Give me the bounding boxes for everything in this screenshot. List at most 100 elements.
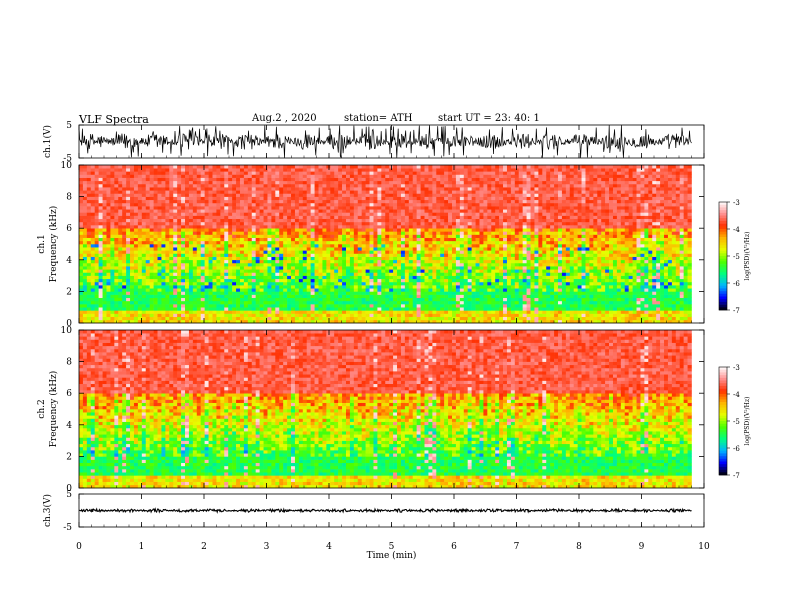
spectrogram-cell xyxy=(385,278,390,283)
spectrogram-cell xyxy=(428,297,433,302)
spectrogram-cell xyxy=(126,285,131,289)
spectrogram-cell xyxy=(424,231,429,235)
spectrogram-cell xyxy=(259,247,264,251)
spectrogram-cell xyxy=(397,294,402,299)
spectrogram-cell xyxy=(255,259,260,264)
spectrogram-cell xyxy=(420,291,425,295)
spectrogram-cell xyxy=(263,316,268,321)
spectrogram-cell xyxy=(385,180,390,185)
spectrogram-cell xyxy=(126,244,131,248)
spectrogram-cell xyxy=(294,310,300,314)
spectrogram-cell xyxy=(169,294,174,299)
spectrogram-cell xyxy=(192,250,198,254)
spectrogram-cell xyxy=(428,196,433,201)
spectrogram-cell xyxy=(173,228,178,232)
spectrogram-cell xyxy=(428,187,433,191)
spectrogram-cell xyxy=(173,237,178,242)
spectrogram-cell xyxy=(436,281,441,286)
spectrogram-cell xyxy=(94,316,99,321)
spectrogram-cell xyxy=(330,250,335,254)
spectrogram-cell xyxy=(243,266,249,270)
spectrogram-cell xyxy=(298,199,304,204)
spectrogram-cell xyxy=(283,319,288,324)
spectrogram-cell xyxy=(408,319,414,324)
spectrogram-cell xyxy=(345,294,351,299)
spectrogram-cell xyxy=(110,307,115,311)
spectrogram-cell xyxy=(98,266,103,270)
spectrogram-cell xyxy=(291,206,296,210)
spectrogram-cell xyxy=(271,225,276,229)
spectrogram-cell xyxy=(424,209,429,213)
spectrogram-cell xyxy=(397,174,402,178)
spectrogram-cell xyxy=(463,288,469,292)
spectrogram-cell xyxy=(224,272,229,276)
spectrogram-cell xyxy=(436,275,441,280)
spectrogram-cell xyxy=(361,294,366,299)
spectrogram-cell xyxy=(298,253,304,257)
spectrogram-cell xyxy=(424,180,429,185)
spectrogram-cell xyxy=(204,316,209,321)
spectrogram-cell xyxy=(185,297,190,302)
spectrogram-cell xyxy=(302,218,308,223)
spectrogram-cell xyxy=(357,294,362,299)
spectrogram-cell xyxy=(255,215,260,220)
spectrogram-cell xyxy=(444,285,449,289)
spectrogram-cell xyxy=(98,177,103,182)
spectrogram-cell xyxy=(220,206,225,210)
spectrogram-cell xyxy=(389,196,394,201)
spectrogram-cell xyxy=(169,281,174,286)
spectrogram-cell xyxy=(291,275,296,280)
spectrogram-cell xyxy=(122,190,127,194)
spectrogram-cell xyxy=(385,250,390,254)
spectrogram-cell xyxy=(436,215,441,220)
spectrogram-cell xyxy=(408,206,414,210)
spectrogram-cell xyxy=(283,253,288,257)
spectrogram-cell xyxy=(212,253,217,257)
spectrogram-cell xyxy=(306,247,311,251)
spectrogram-cell xyxy=(440,221,445,226)
spectrogram-cell xyxy=(192,253,198,257)
spectrogram-cell xyxy=(397,272,402,276)
spectrogram-cell xyxy=(283,190,288,194)
spectrogram-cell xyxy=(349,244,355,248)
spectrogram-cell xyxy=(228,165,233,169)
spectrogram-cell xyxy=(393,262,398,267)
spectrogram-cell xyxy=(291,196,296,201)
spectrogram-cell xyxy=(196,307,202,311)
spectrogram-cell xyxy=(416,231,421,235)
spectrogram-cell xyxy=(255,313,260,317)
spectrogram-cell xyxy=(416,266,421,270)
spectrogram-cell xyxy=(102,313,107,317)
spectrogram-cell xyxy=(412,262,417,267)
spectrogram-cell xyxy=(181,228,186,232)
spectrogram-cell xyxy=(404,231,410,235)
spectrogram-cell xyxy=(79,297,84,302)
spectrogram-cell xyxy=(137,253,143,257)
spectrogram-cell xyxy=(338,250,343,254)
spectrogram-cell xyxy=(239,237,245,242)
spectrogram-cell xyxy=(416,313,421,317)
spectrogram-cell xyxy=(137,187,143,191)
spectrogram-cell xyxy=(448,231,453,235)
spectrogram-cell xyxy=(338,215,343,220)
spectrogram-cell xyxy=(204,281,209,286)
spectrogram-cell xyxy=(452,190,457,194)
spectrogram-cell xyxy=(157,196,162,201)
spectrogram-cell xyxy=(463,234,469,238)
spectrogram-cell xyxy=(220,193,225,197)
spectrogram-cell xyxy=(397,165,402,169)
spectrogram-cell xyxy=(263,259,268,264)
spectrogram-cell xyxy=(94,266,99,270)
spectrogram-cell xyxy=(373,259,378,264)
spectrogram-cell xyxy=(416,259,421,264)
spectrogram-cell xyxy=(298,275,304,280)
spectrogram-cell xyxy=(420,237,425,242)
spectrogram-cell xyxy=(444,168,449,172)
spectrogram-cell xyxy=(82,297,88,302)
spectrogram-cell xyxy=(236,247,241,251)
spectrogram-cell xyxy=(404,307,410,311)
spectrogram-cell xyxy=(463,294,469,299)
spectrogram-cell xyxy=(306,307,311,311)
spectrogram-cell xyxy=(114,212,119,216)
spectrogram-cell xyxy=(204,231,209,235)
